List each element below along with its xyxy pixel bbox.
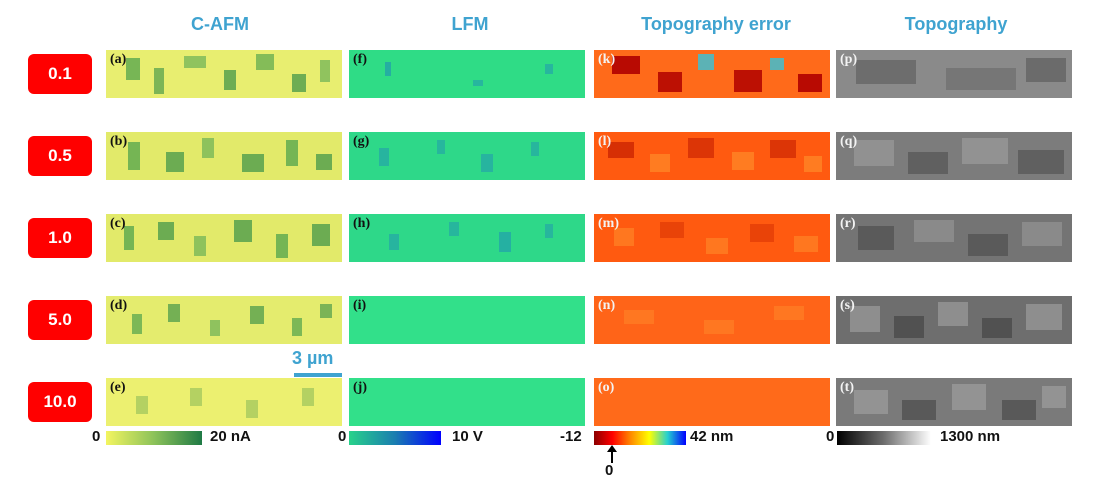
column-header-c-afm: C-AFM (191, 14, 249, 34)
panel-i: (i) (349, 296, 585, 344)
panel-label: (o) (598, 380, 615, 395)
panel-label: (f) (353, 52, 367, 67)
colorbar-topo-error-max: 42 nm (690, 428, 734, 445)
panel-label: (m) (598, 216, 619, 231)
panel-g: (g) (349, 132, 585, 180)
colorbar-cafm-max: 20 nA (210, 428, 251, 445)
panel-l: (l) (594, 132, 830, 180)
colorbar-topo-max: 1300 nm (940, 428, 1001, 445)
colorbar-cafm (106, 431, 202, 445)
panel-p: (p) (836, 50, 1072, 98)
panel-k: (k) (594, 50, 830, 98)
colorbar-topo-min: 0 (826, 428, 835, 445)
panel-d: (d) (106, 296, 342, 344)
panel-h: (h) (349, 214, 585, 262)
panel-j: (j) (349, 378, 585, 426)
panel-label: (b) (110, 134, 128, 149)
colorbar-topo-error-zero: 0 (605, 462, 614, 479)
panel-label: (h) (353, 216, 371, 231)
scale-bar-label: 3 µm (292, 348, 334, 368)
panel-a: (a) (106, 50, 342, 98)
panel-label: (t) (840, 380, 854, 395)
arrow-up-icon (607, 445, 617, 452)
panel-f: (f) (349, 50, 585, 98)
panel-e: (e) (106, 378, 342, 426)
panel-label: (q) (840, 134, 858, 149)
row-badge-5-0: 5.0 (28, 300, 92, 340)
column-header-lfm: LFM (451, 14, 489, 34)
row-badge-1-0: 1.0 (28, 218, 92, 258)
panel-label: (e) (110, 380, 126, 395)
panel-label: (n) (598, 298, 616, 313)
panel-t: (t) (836, 378, 1072, 426)
panel-q: (q) (836, 132, 1072, 180)
colorbar-lfm-min: 0 (338, 428, 347, 445)
panel-label: (s) (840, 298, 855, 313)
colorbar-lfm (349, 431, 441, 445)
panel-label: (g) (353, 134, 370, 149)
colorbar-topo-error (594, 431, 686, 445)
row-badge-10-0: 10.0 (28, 382, 92, 422)
arrow-shaft (611, 449, 613, 463)
row-badge-0-1: 0.1 (28, 54, 92, 94)
row-badge-0-5: 0.5 (28, 136, 92, 176)
colorbar-topo-error-min: -12 (560, 428, 582, 445)
panel-label: (r) (840, 216, 856, 231)
panel-n: (n) (594, 296, 830, 344)
panel-s: (s) (836, 296, 1072, 344)
panel-label: (k) (598, 52, 616, 67)
panel-label: (i) (353, 298, 367, 313)
panel-label: (a) (110, 52, 127, 67)
panel-b: (b) (106, 132, 342, 180)
column-header-topography: Topography (904, 14, 1008, 34)
panel-label: (p) (840, 52, 858, 67)
panel-label: (j) (353, 380, 367, 395)
panel-r: (r) (836, 214, 1072, 262)
colorbar-cafm-min: 0 (92, 428, 101, 445)
panel-c: (c) (106, 214, 342, 262)
colorbar-lfm-max: 10 V (452, 428, 483, 445)
scale-bar (294, 373, 342, 377)
panel-label: (l) (598, 134, 612, 149)
panel-label: (d) (110, 298, 128, 313)
colorbar-topo (837, 431, 931, 445)
column-header-topography-error: Topography error (641, 14, 791, 34)
panel-o: (o) (594, 378, 830, 426)
panel-label: (c) (110, 216, 126, 231)
panel-m: (m) (594, 214, 830, 262)
